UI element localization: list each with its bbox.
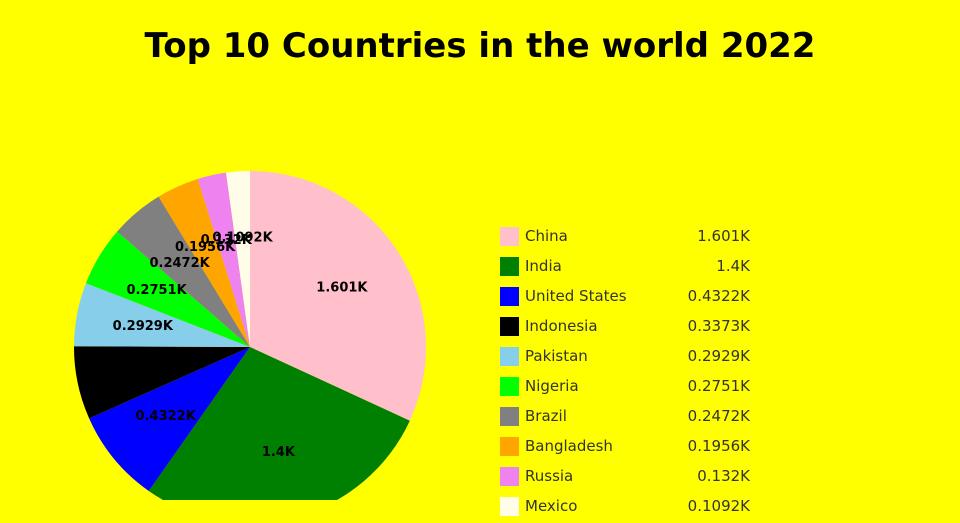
slice-value-label: 0.2929K xyxy=(113,319,174,334)
legend-label: United States xyxy=(525,287,627,305)
slice-value-label: 1.4K xyxy=(262,445,296,460)
pie-slice-bangladesh xyxy=(158,178,250,347)
pie-slice-united-states xyxy=(89,347,251,491)
pie-slice-indonesia xyxy=(74,346,250,419)
legend-value: 1.4K xyxy=(716,257,750,275)
slice-value-label: 0.3373K xyxy=(113,362,174,377)
legend-label: India xyxy=(525,257,562,275)
slice-value-label: 0.1956K xyxy=(175,240,236,255)
legend-item: Nigeria 0.2751K xyxy=(500,373,760,403)
pie-slice-pakistan xyxy=(74,283,251,347)
legend-value: 0.3373K xyxy=(687,317,750,335)
legend-swatch xyxy=(500,227,519,246)
pie-slice-india xyxy=(148,347,410,500)
chart-title: Top 10 Countries in the world 2022 xyxy=(144,26,816,66)
legend-item: Mexico 0.1092K xyxy=(500,493,760,523)
legend-swatch xyxy=(500,407,519,426)
slice-value-label: 0.4322K xyxy=(136,409,197,424)
legend-swatch xyxy=(500,287,519,306)
slice-value-label: 1.601K xyxy=(316,281,368,296)
legend-value: 0.4322K xyxy=(687,287,750,305)
legend-label: China xyxy=(525,227,568,245)
legend-value: 0.1092K xyxy=(687,497,750,515)
legend-value: 0.2751K xyxy=(687,377,750,395)
pie-slice-nigeria xyxy=(85,231,250,347)
legend-value: 0.132K xyxy=(697,467,750,485)
legend-item: Pakistan 0.2929K xyxy=(500,343,760,373)
legend-item: Indonesia 0.3373K xyxy=(500,313,760,343)
legend-label: Mexico xyxy=(525,497,578,515)
legend-value: 0.2472K xyxy=(687,407,750,425)
legend-label: Pakistan xyxy=(525,347,588,365)
pie-slice-china xyxy=(250,171,426,421)
legend-label: Nigeria xyxy=(525,377,579,395)
legend-label: Indonesia xyxy=(525,317,598,335)
legend-swatch xyxy=(500,437,519,456)
slice-value-label: 0.1092K xyxy=(212,231,273,246)
legend-item: China 1.601K xyxy=(500,223,760,253)
legend-swatch xyxy=(500,377,519,396)
legend-swatch xyxy=(500,317,519,336)
legend-label: Brazil xyxy=(525,407,567,425)
legend-item: Brazil 0.2472K xyxy=(500,403,760,433)
legend-value: 1.601K xyxy=(697,227,750,245)
legend-label: Bangladesh xyxy=(525,437,613,455)
legend-item: United States 0.4322K xyxy=(500,283,760,313)
pie-chart: 1.601K 1.4K 0.4322K 0.3373K 0.2929K 0.2751K 0.… xyxy=(74,171,426,500)
pie-slice-brazil xyxy=(117,196,250,347)
legend-label: Russia xyxy=(525,467,574,485)
legend-item: Russia 0.132K xyxy=(500,463,760,493)
legend-swatch xyxy=(500,467,519,486)
legend-value: 0.2929K xyxy=(687,347,750,365)
legend-item: Bangladesh 0.1956K xyxy=(500,433,760,463)
legend-item: India 1.4K xyxy=(500,253,760,283)
slice-value-label: 0.2751K xyxy=(126,283,187,298)
pie-slice-mexico xyxy=(226,171,250,347)
legend-swatch xyxy=(500,257,519,276)
slice-value-label: 0.132K xyxy=(201,233,253,248)
legend-value: 0.1956K xyxy=(687,437,750,455)
slice-value-label: 0.2472K xyxy=(149,256,210,271)
legend-swatch xyxy=(500,347,519,366)
chart-legend: China 1.601K India 1.4K United States 0.4322K… xyxy=(500,223,760,523)
pie-slice-russia xyxy=(197,172,250,347)
